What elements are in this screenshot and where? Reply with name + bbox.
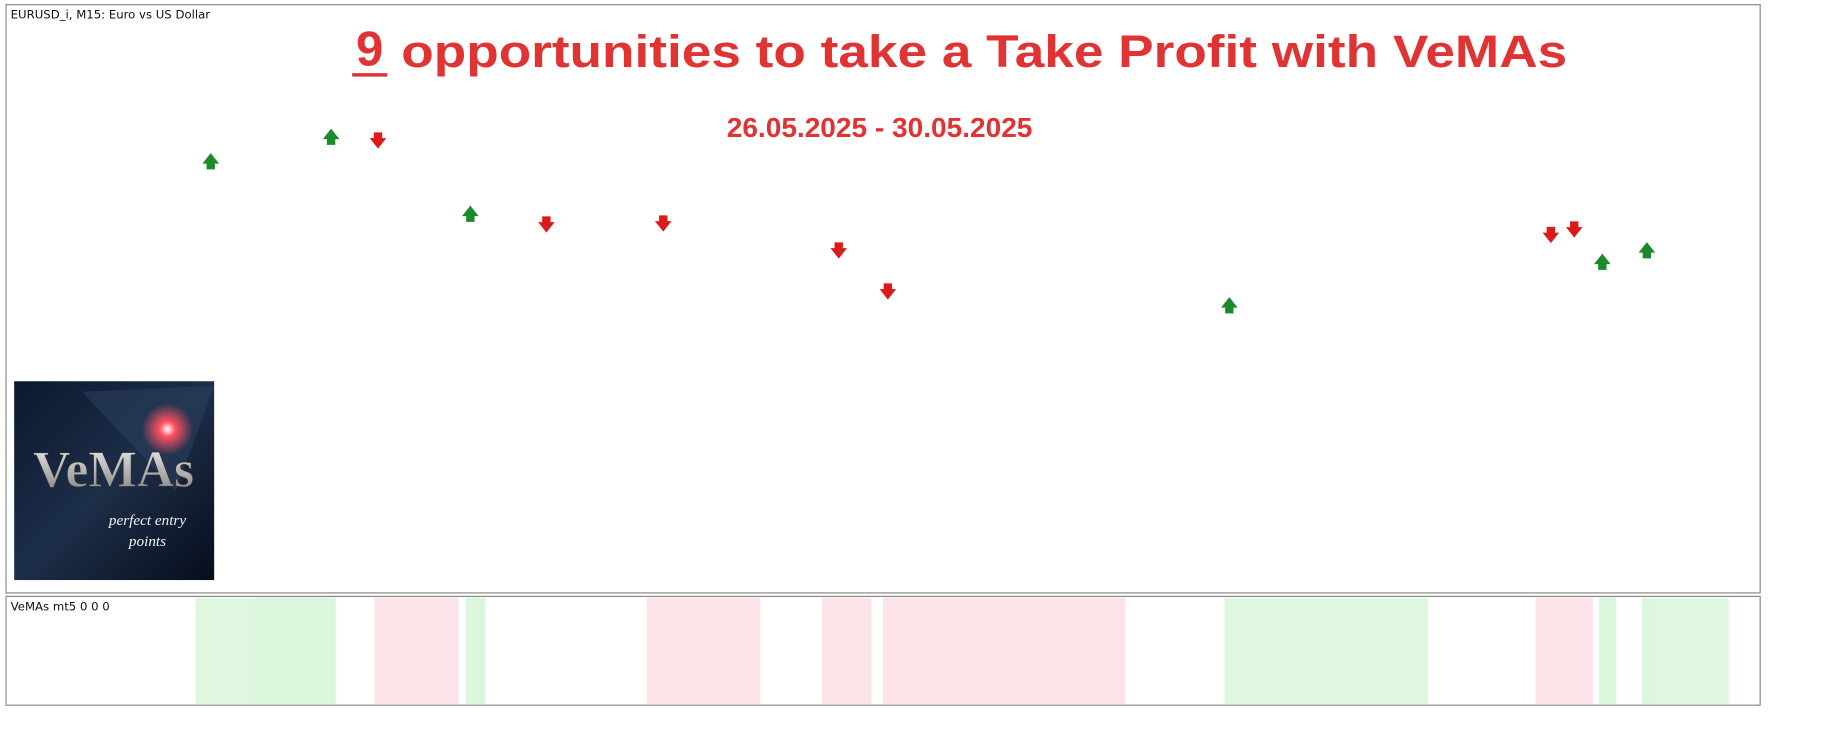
stripe [374, 597, 459, 705]
sell-arrow: 🡇 [655, 214, 672, 233]
logo-text: perfect entry [108, 512, 186, 529]
sell-arrow: 🡇 [830, 241, 847, 260]
stripe [883, 597, 1126, 705]
logo-title: VeMAs [33, 442, 194, 499]
sell-arrow: 🡇 [1542, 226, 1559, 245]
indicator-title: VeMAs mt5 0 0 0 [11, 599, 110, 613]
buy-arrow: 🡅 [1594, 253, 1611, 272]
stripe [1224, 597, 1429, 705]
symbol-label: EURUSD_i, M15: Euro vs US Dollar [11, 8, 211, 22]
logo-glow [141, 403, 194, 455]
sell-arrow: 🡇 [879, 282, 896, 301]
signal-arrows: 🡅 🡅 🡅 🡅 🡅 🡅 🡇 🡇 🡇 🡇 🡇 🡇 🡇 [202, 127, 1655, 314]
stripe [646, 597, 761, 705]
title-number: 9 [356, 23, 383, 77]
buy-arrow: 🡅 [1638, 241, 1655, 260]
indicator-frame [5, 595, 1761, 706]
stripe [822, 597, 872, 705]
buy-arrow: 🡅 [462, 205, 479, 224]
stripe [1642, 597, 1729, 705]
sell-arrow: 🡇 [369, 131, 386, 150]
stripe [195, 597, 336, 705]
logo: VeMAs perfect entry points [14, 381, 215, 581]
stripe [465, 597, 486, 705]
chart-title: opportunities to take a Take Profit with… [401, 26, 1567, 77]
buy-arrow: 🡅 [1221, 296, 1238, 315]
sell-arrow: 🡇 [538, 215, 555, 234]
sell-arrow: 🡇 [1566, 220, 1583, 239]
main-frame [5, 4, 1761, 594]
stripe [1598, 597, 1617, 705]
logo-text: points [128, 533, 166, 550]
stripe [1535, 597, 1593, 705]
signal-stripes [195, 597, 1729, 705]
buy-arrow: 🡅 [323, 127, 340, 146]
buy-arrow: 🡅 [202, 152, 219, 171]
chart-subtitle: 26.05.2025 - 30.05.2025 [727, 112, 1033, 143]
